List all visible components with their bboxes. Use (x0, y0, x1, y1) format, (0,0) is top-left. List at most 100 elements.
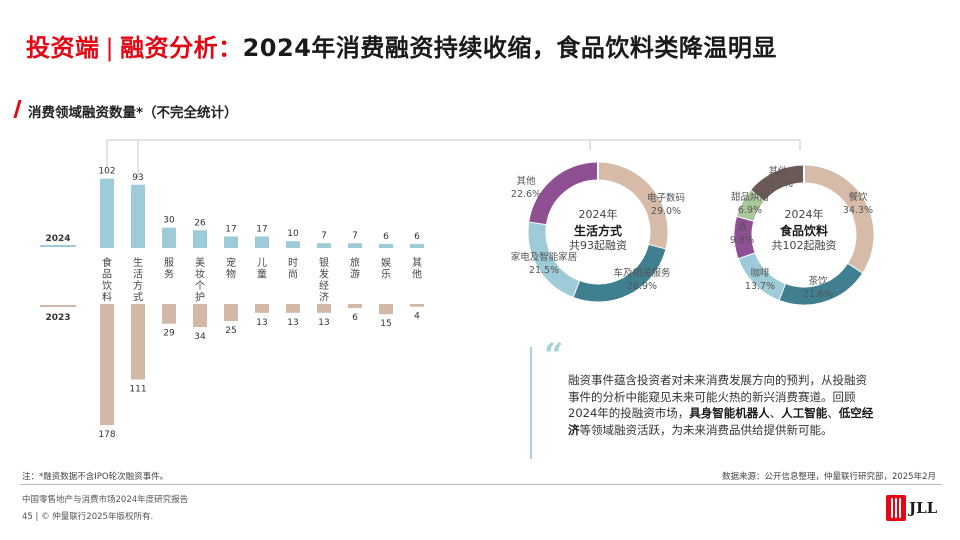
highlight-embodied-ai: 具身智能机器人 (689, 406, 770, 421)
data-label-2024-6: 10 (287, 229, 299, 239)
bar-2023-6 (286, 304, 300, 313)
bar-2024-10 (410, 243, 424, 248)
lifestyle-center-year: 2024年 (578, 208, 618, 221)
food-slice-gap-2 (738, 251, 755, 260)
quote-divider (530, 347, 532, 459)
series-label-2024: 2024 (45, 234, 70, 244)
insight-quote: 融资事件蕴含投资者对未来消费发展方向的预判，从投融资事件的分析中能窥见未来可能火… (568, 373, 874, 438)
data-label-2024-5: 17 (256, 224, 267, 234)
data-label-2023-7: 13 (318, 318, 329, 328)
food-center-year: 2024年 (784, 208, 824, 221)
lifestyle-label-appliances: 家电及智能家居 21.5% (510, 252, 578, 276)
bar-2023-9 (379, 304, 393, 315)
category-label-3: 美妆个护 (195, 256, 205, 304)
highlight-ai: 人工智能 (781, 406, 828, 421)
bar-2024-7 (317, 243, 331, 248)
connector-food-to-donut (106, 139, 591, 168)
data-label-2024-7: 7 (321, 231, 327, 241)
data-label-2023-3: 34 (194, 332, 206, 342)
bar-2024-9 (379, 243, 393, 248)
copyright: © 仲量联行2025年版权所有. (41, 512, 154, 522)
food-label-other: 其他 13.7% (762, 166, 794, 190)
data-label-2024-4: 17 (225, 224, 236, 234)
lifestyle-slice-gap-0 (648, 244, 666, 251)
jll-logo: JLL (886, 495, 937, 521)
bar-2024-2 (162, 227, 176, 248)
food-slice-1 (778, 263, 862, 305)
data-label-2024-1: 93 (132, 173, 143, 183)
data-label-2023-4: 25 (225, 326, 236, 336)
footnote: 注：*融资数据不含IPO轮次融资事件。 (22, 472, 169, 482)
lifestyle-donut-center: 2024年 生活方式 共93起融资 (558, 208, 638, 254)
food-center-title: 食品饮料 (779, 223, 828, 238)
bar-2023-2 (162, 304, 176, 324)
bar-2023-7 (317, 304, 331, 313)
data-label-2023-8: 6 (352, 313, 358, 323)
data-label-2024-9: 6 (383, 232, 389, 242)
food-label-dining: 餐饮 34.3% (842, 192, 874, 216)
data-label-2024-0: 102 (98, 167, 115, 177)
title-section: 投资端 (26, 34, 100, 62)
category-label-8: 旅游 (350, 256, 360, 281)
bar-2023-5 (255, 304, 269, 313)
bar-2023-8 (348, 304, 362, 309)
food-slice-3 (734, 216, 755, 259)
data-label-2023-2: 29 (163, 329, 175, 339)
data-label-2023-0: 178 (98, 430, 115, 440)
category-label-9: 娱乐 (381, 256, 391, 281)
bar-2024-5 (255, 236, 269, 248)
quote-mark-icon: “ (544, 336, 564, 376)
data-label-2024-8: 7 (352, 231, 358, 241)
bar-2024-0 (100, 178, 114, 248)
food-slice-0 (803, 165, 874, 274)
bar-2023-0 (100, 304, 114, 426)
page-title: 投资端 | 融资分析：2024年消费融资持续收缩，食品饮料类降温明显 (26, 28, 777, 63)
chart-subtitle: 消费领域融资数量*（不完全统计） (28, 105, 238, 121)
lifestyle-slice-1 (572, 244, 666, 302)
connector-right (590, 139, 801, 150)
data-label-2023-1: 111 (129, 384, 146, 394)
data-label-2023-9: 15 (380, 319, 391, 329)
food-label-coffee: 咖啡 13.7% (744, 268, 776, 292)
bar-2024-8 (348, 243, 362, 248)
data-label-2023-6: 13 (287, 318, 298, 328)
lifestyle-center-title: 生活方式 (573, 223, 622, 238)
data-label-2023-10: 4 (414, 312, 420, 322)
lifestyle-label-auto: 车及相关服务 26.9% (613, 268, 671, 292)
food-donut-center: 2024年 食品饮料 共102起融资 (762, 208, 846, 254)
food-label-liquor: 酒 9.8% (729, 222, 755, 246)
category-label-4: 宠物 (226, 256, 236, 281)
food-slice-gap-3 (736, 215, 754, 222)
jll-logo-icon (886, 495, 906, 521)
food-slice-2 (738, 252, 786, 300)
report-name: 中国零售地产与消费市场2024年度研究报告 (22, 495, 189, 505)
category-label-10: 其他 (412, 257, 422, 281)
bar-2024-1 (131, 184, 145, 248)
lifestyle-label-other: 其他 22.6% (510, 176, 542, 200)
category-label-0: 食品饮料 (102, 256, 112, 304)
food-slice-5 (751, 165, 805, 202)
page-number: 45 (22, 512, 33, 522)
data-label-2024-3: 26 (194, 218, 206, 228)
bar-2024-3 (193, 230, 207, 248)
data-source: 数据来源：公开信息整理，仲量联行研究部，2025年2月 (721, 472, 936, 482)
category-label-1: 生活方式 (133, 256, 143, 304)
highlight-low-altitude: 低空经济 (568, 406, 874, 438)
page-footer: 45 | © 仲量联行2025年版权所有. (22, 512, 154, 522)
lifestyle-slice-2 (528, 221, 580, 297)
data-label-2024-10: 6 (414, 232, 420, 242)
title-separator: | (105, 34, 115, 62)
food-label-bakery: 甜品烘焙 6.9% (730, 192, 769, 216)
lifestyle-center-total: 共93起融资 (569, 239, 627, 253)
title-headline: 2024年消费融资持续收缩，食品饮料类降温明显 (242, 34, 777, 62)
bar-2024-4 (224, 236, 238, 248)
bar-2023-10 (410, 304, 424, 307)
category-label-5: 儿童 (257, 257, 267, 281)
bar-2023-1 (131, 304, 145, 380)
lifestyle-slice-0 (597, 162, 668, 250)
food-center-total: 共102起融资 (771, 239, 837, 253)
data-label-2023-5: 13 (256, 318, 267, 328)
category-label-7: 银发经济 (319, 256, 329, 304)
food-label-tea: 茶饮 21.6% (802, 276, 834, 300)
